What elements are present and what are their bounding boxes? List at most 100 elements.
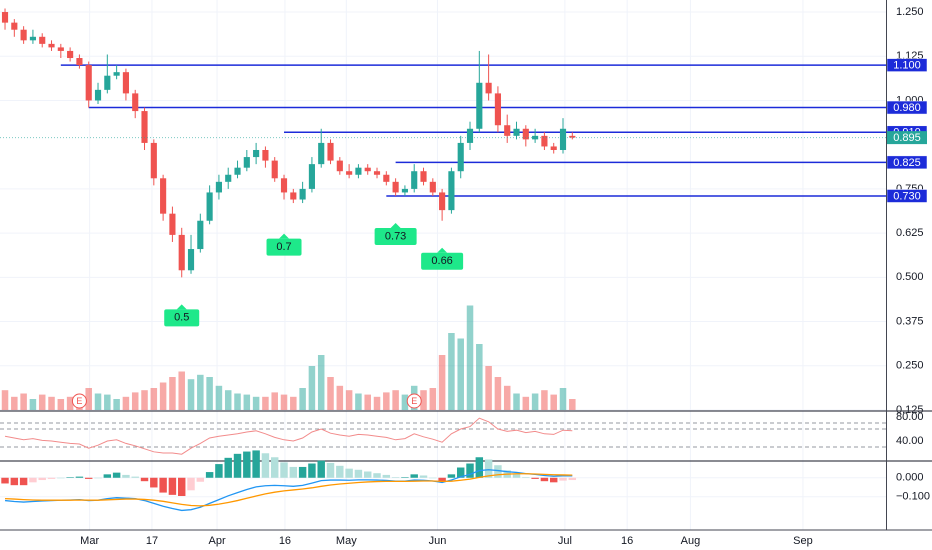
volume-bar — [401, 394, 409, 410]
macd-histogram-bar — [159, 477, 167, 493]
volume-bar — [215, 385, 223, 410]
candle-body — [85, 65, 92, 101]
annotation-pointer — [279, 233, 290, 239]
macd-line — [4, 473, 573, 507]
macd-histogram-bar — [531, 477, 539, 479]
level-label: 1.100 — [893, 59, 921, 71]
candle-body — [187, 249, 195, 271]
candle-body — [178, 234, 185, 271]
macd-histogram-bar — [252, 450, 260, 478]
macd-histogram-bar — [66, 477, 74, 478]
volume-bar — [485, 366, 492, 410]
volume-bar — [383, 392, 390, 410]
candle-body — [429, 181, 436, 193]
candle-body — [234, 167, 241, 175]
annotation-box — [266, 238, 302, 256]
macd-histogram-bar — [317, 460, 325, 478]
macd-histogram-bar — [345, 468, 353, 478]
volume-bar — [1, 390, 9, 410]
volume-bar — [243, 394, 251, 410]
macd-histogram-bar — [103, 474, 112, 478]
y-tick-label: 0.125 — [896, 404, 924, 416]
candle-body — [541, 135, 548, 147]
macd-histogram-bar — [261, 453, 270, 478]
annotation: 0.73 — [374, 222, 417, 245]
candle-body — [504, 125, 511, 136]
earnings-label: E — [411, 396, 417, 406]
macd-histogram-bar — [187, 477, 195, 491]
x-tick-label: Mar — [80, 535, 99, 547]
macd-histogram-bar — [540, 477, 549, 482]
candle-body — [420, 171, 427, 182]
volume-bar — [271, 392, 278, 410]
volume-bar — [466, 305, 474, 410]
volume-bar — [66, 396, 74, 410]
annotation-pointer — [390, 222, 401, 228]
macd-histogram-bar — [549, 477, 558, 483]
rsi-line — [4, 417, 573, 455]
level-label: 0.825 — [893, 157, 921, 169]
candle-body — [550, 146, 557, 150]
x-tick-label: 16 — [279, 535, 291, 547]
volume-bar — [94, 393, 102, 410]
volume-bar — [252, 396, 260, 410]
candle-body — [113, 72, 120, 76]
rsi-tick-label: 80.00 — [896, 411, 924, 423]
rsi-tick-label: 40.00 — [896, 435, 924, 447]
volume-bar — [206, 377, 213, 410]
macd-histogram-bar — [382, 474, 391, 478]
volume-bar — [57, 399, 65, 410]
macd-histogram-bar — [429, 477, 437, 479]
x-tick-label: Jun — [429, 535, 447, 547]
candle-body — [364, 167, 371, 172]
volume-bar — [178, 371, 185, 410]
candle-body — [559, 128, 567, 150]
candle-body — [355, 167, 362, 175]
volume-bar — [262, 396, 269, 410]
volume-bar — [299, 388, 306, 410]
earnings-marker — [406, 393, 422, 409]
macd-histogram-bar — [466, 463, 474, 478]
volume-bar — [373, 396, 381, 410]
volume-bar — [494, 377, 502, 410]
macd-histogram-bar — [233, 453, 242, 478]
macd-histogram-bar — [308, 463, 316, 478]
candle-body — [513, 128, 520, 136]
earnings-marker — [71, 393, 87, 409]
annotation-pointer — [176, 304, 187, 310]
volume-bar — [438, 355, 446, 410]
y-tick-label: 0.375 — [896, 315, 924, 327]
macd-histogram-bar — [289, 466, 298, 478]
macd-histogram-bar — [29, 477, 37, 483]
volume-bar — [308, 366, 316, 410]
x-tick-label: Jul — [558, 535, 572, 547]
volume-bar — [197, 374, 204, 410]
candle-body — [160, 178, 167, 214]
macd-histogram-bar — [57, 477, 65, 479]
macd-histogram-bar — [568, 477, 577, 481]
macd-histogram-bar — [484, 459, 493, 478]
macd-histogram-bar — [391, 477, 400, 478]
candle-body — [522, 128, 529, 140]
macd-histogram-bar — [401, 477, 409, 478]
volume-bar — [420, 390, 427, 410]
x-tick-label: Sep — [793, 535, 813, 547]
candle-body — [411, 171, 418, 189]
macd-histogram-bar — [224, 457, 232, 478]
macd-histogram-bar — [354, 469, 363, 478]
candle-body — [150, 142, 157, 179]
candle-body — [448, 171, 455, 211]
volume-bar — [48, 396, 55, 410]
volume-bar — [187, 379, 195, 410]
macd-histogram-bar — [10, 477, 19, 486]
candle-body — [67, 50, 74, 59]
volume-bar — [522, 396, 530, 410]
candle-body — [466, 128, 474, 143]
macd-histogram-bar — [168, 477, 177, 495]
x-tick-label: 17 — [146, 535, 158, 547]
volume-bar — [559, 388, 567, 410]
volume-bar — [104, 394, 111, 410]
candle-body — [76, 58, 83, 66]
volume-bar — [503, 385, 511, 410]
